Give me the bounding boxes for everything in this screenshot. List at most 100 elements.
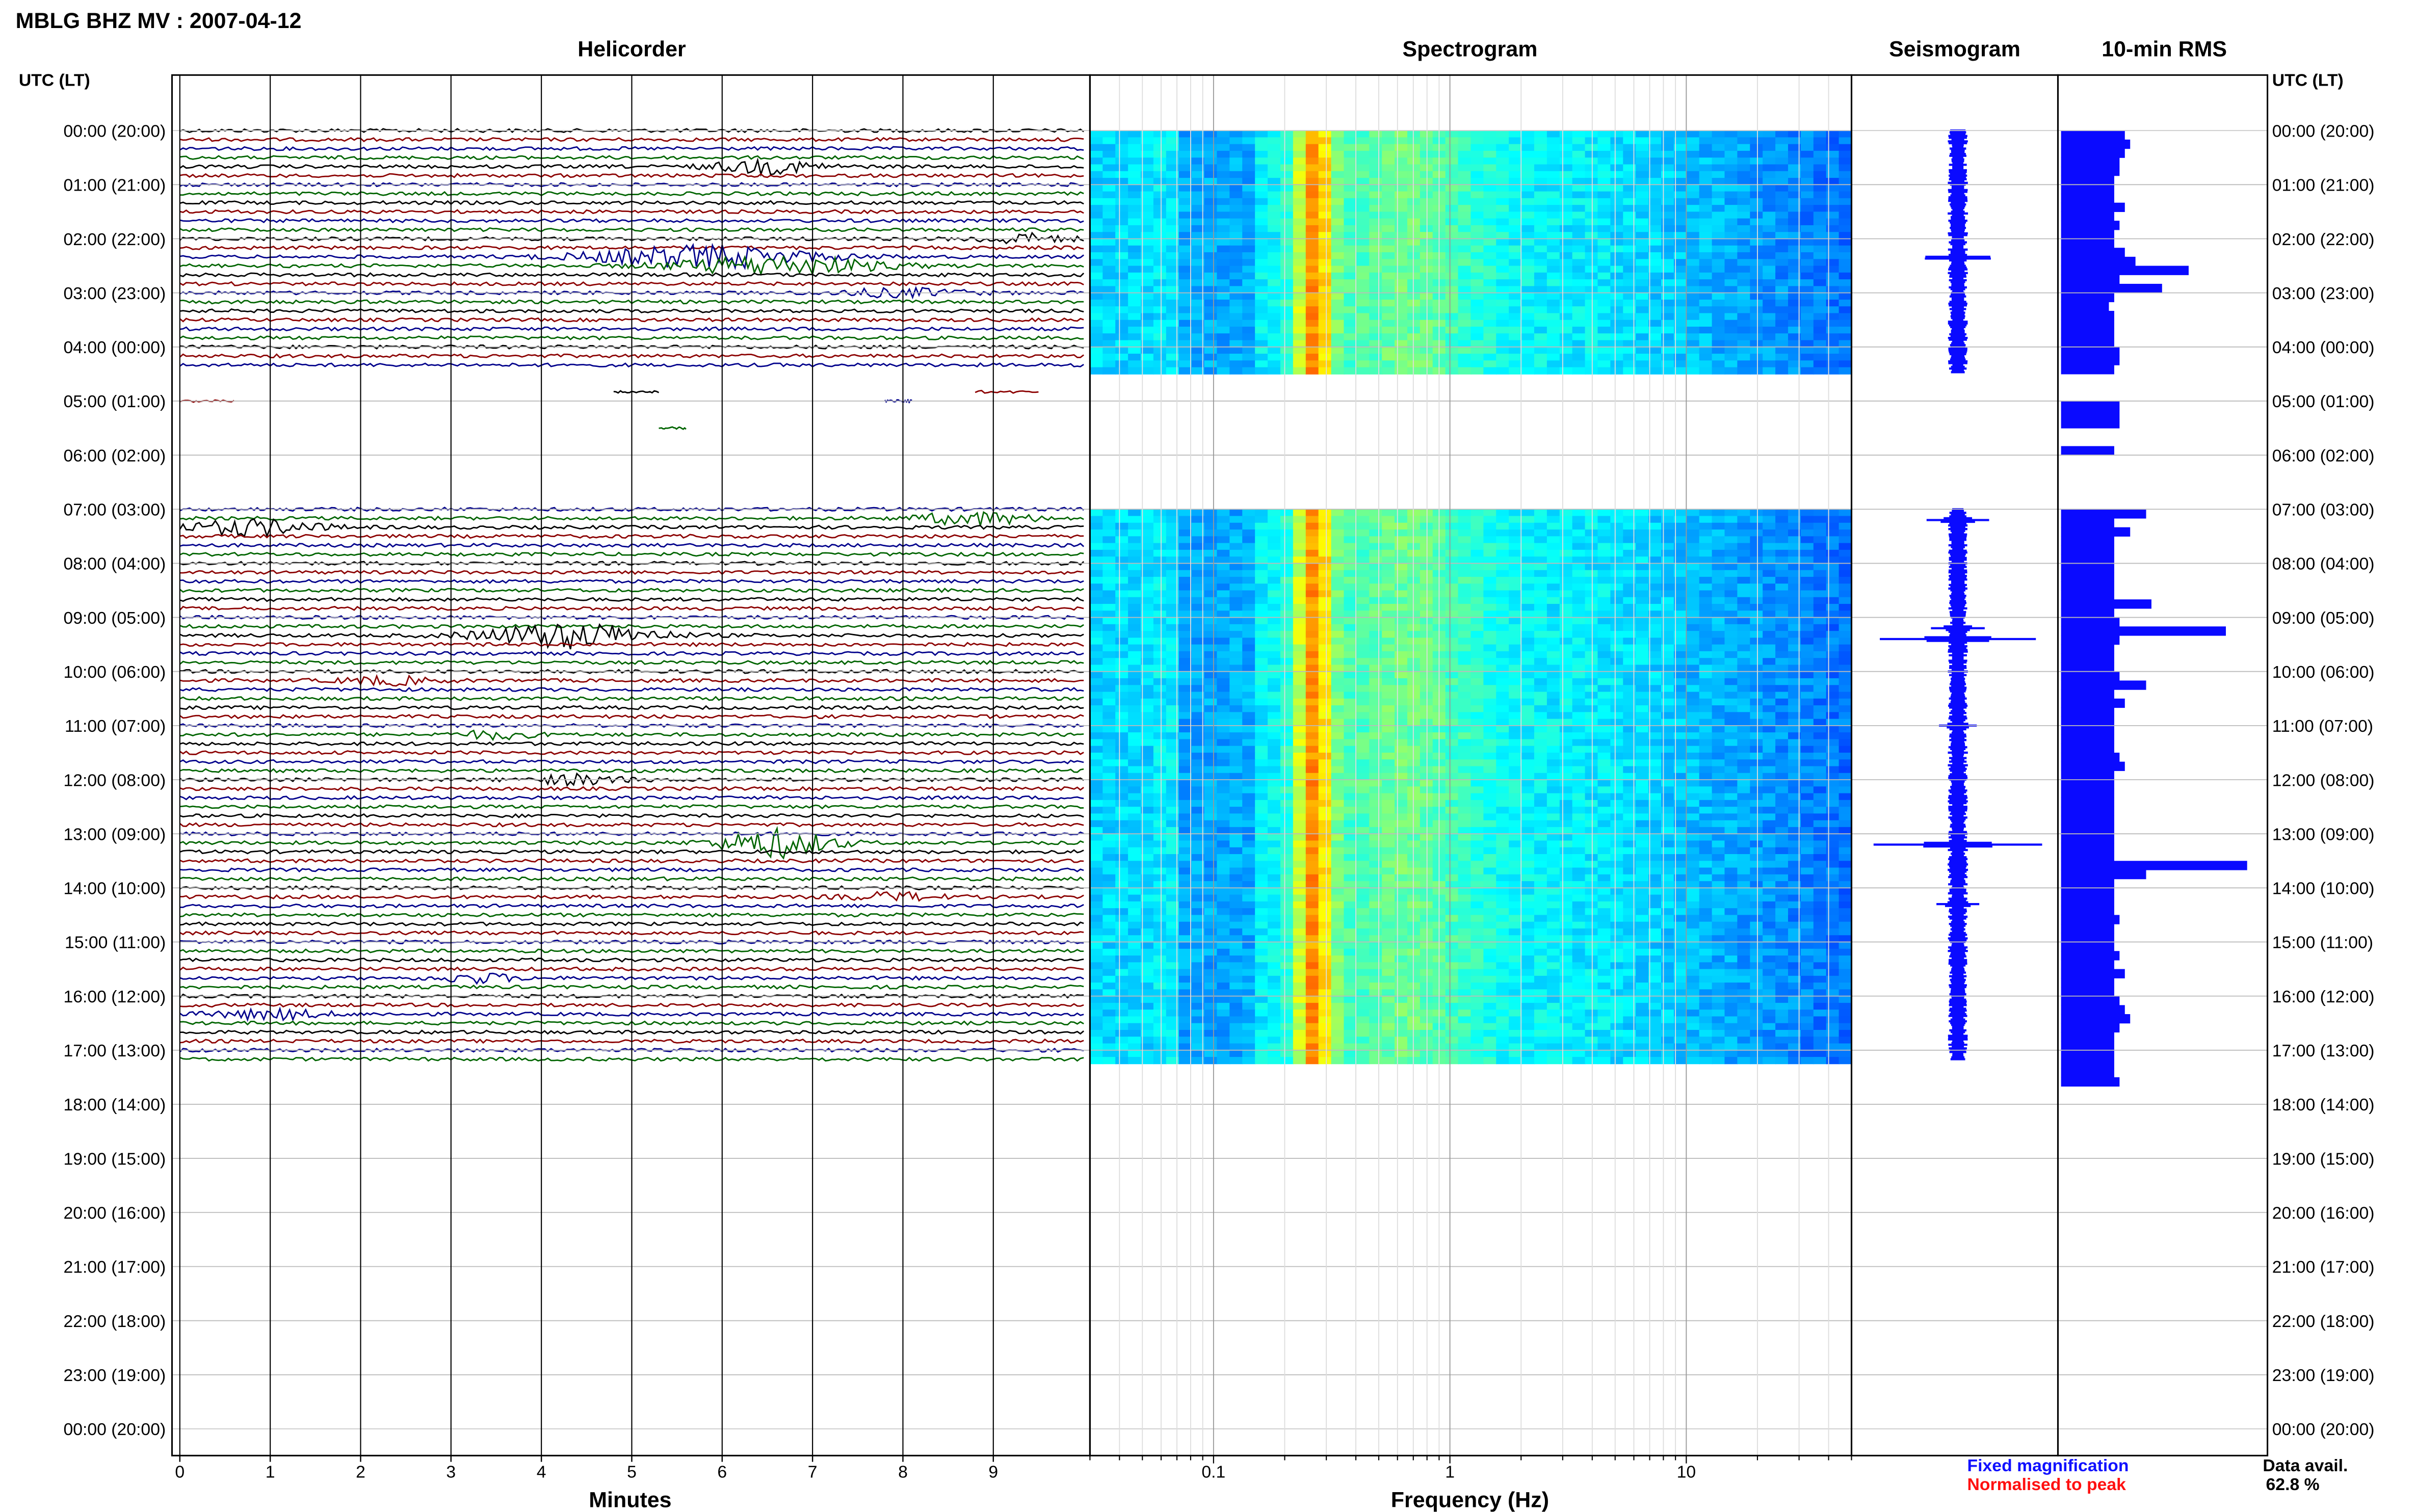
spectrogram-cell bbox=[1737, 293, 1751, 300]
spectrogram-cell bbox=[1521, 611, 1535, 618]
spectrogram-cell bbox=[1775, 712, 1789, 720]
spectrogram-cell bbox=[1813, 671, 1827, 679]
spectrogram-cell bbox=[1395, 549, 1408, 558]
spectrogram-cell bbox=[1534, 259, 1548, 267]
spectrogram-cell bbox=[1356, 313, 1370, 321]
spectrogram-cell bbox=[1344, 759, 1357, 767]
spectrogram-cell bbox=[1470, 807, 1484, 814]
spectrogram-cell bbox=[1458, 617, 1472, 625]
spectrogram-cell bbox=[1483, 198, 1497, 206]
spectrogram-cell bbox=[1496, 286, 1510, 294]
spectrogram-cell bbox=[1445, 604, 1459, 612]
spectrogram-cell bbox=[1395, 773, 1408, 780]
spectrogram-cell bbox=[1813, 692, 1827, 699]
spectrogram-cell bbox=[1712, 184, 1725, 192]
spectrogram-cell bbox=[1636, 583, 1649, 591]
spectrogram-cell bbox=[1128, 509, 1142, 517]
spectrogram-cell bbox=[1255, 712, 1269, 720]
spectrogram-cell bbox=[1395, 611, 1408, 618]
spectrogram-cell bbox=[1407, 590, 1421, 598]
spectrogram-cell bbox=[1242, 252, 1256, 260]
spectrogram-cell bbox=[1661, 205, 1675, 213]
spectrogram-cell bbox=[1686, 266, 1700, 273]
spectrogram-cell bbox=[1686, 232, 1700, 240]
spectrogram-cell bbox=[1344, 705, 1357, 713]
spectrogram-cell bbox=[1115, 773, 1129, 780]
spectrogram-cell bbox=[1268, 354, 1281, 361]
spectrogram-cell bbox=[1699, 570, 1713, 577]
spectrogram-cell bbox=[1217, 347, 1230, 354]
spectrogram-cell bbox=[1775, 279, 1789, 287]
spectrogram-cell bbox=[1763, 624, 1776, 632]
spectrogram-cell bbox=[1217, 522, 1230, 530]
spectrogram-cell bbox=[1178, 150, 1192, 158]
spectrogram-cell bbox=[1470, 773, 1484, 780]
spectrogram-cell bbox=[1280, 198, 1294, 206]
spectrogram-cell bbox=[1636, 150, 1649, 158]
spectrogram-cell bbox=[1217, 732, 1230, 740]
spectrogram-cell bbox=[1597, 698, 1611, 706]
spectrogram-cell bbox=[1204, 232, 1218, 240]
spectrogram-cell bbox=[1255, 800, 1269, 808]
spectrogram-cell bbox=[1636, 218, 1649, 226]
spectrogram-cell bbox=[1356, 164, 1370, 172]
spectrogram-cell bbox=[1534, 549, 1548, 558]
spectrogram-cell bbox=[1166, 590, 1179, 598]
spectrogram-cell bbox=[1204, 259, 1218, 267]
spectrogram-cell bbox=[1293, 266, 1306, 273]
spectrogram-cell bbox=[1141, 516, 1154, 523]
spectrogram-cell bbox=[1597, 178, 1611, 185]
spectrogram-cell bbox=[1686, 807, 1700, 814]
spectrogram-cell bbox=[1356, 780, 1370, 787]
spectrogram-cell bbox=[1559, 293, 1573, 300]
spectrogram-cell bbox=[1483, 556, 1497, 564]
spectrogram-cell bbox=[1242, 266, 1256, 273]
spectrogram-cell bbox=[1597, 685, 1611, 693]
spectrogram-cell bbox=[1496, 638, 1510, 645]
spectrogram-cell bbox=[1268, 793, 1281, 801]
spectrogram-cell bbox=[1204, 252, 1218, 260]
spectrogram-cell bbox=[1090, 597, 1104, 604]
spectrogram-cell bbox=[1293, 739, 1306, 747]
spectrogram-cell bbox=[1293, 293, 1306, 300]
spectrogram-cell bbox=[1661, 692, 1675, 699]
spectrogram-cell bbox=[1178, 286, 1192, 294]
spectrogram-cell bbox=[1661, 651, 1675, 659]
spectrogram-cell bbox=[1344, 211, 1357, 219]
spectrogram-cell bbox=[1115, 732, 1129, 740]
spectrogram-cell bbox=[1090, 658, 1104, 666]
spectrogram-cell bbox=[1724, 604, 1738, 612]
spectrogram-cell bbox=[1331, 705, 1345, 713]
spectrogram-cell bbox=[1813, 211, 1827, 219]
spectrogram-cell bbox=[1102, 563, 1116, 571]
spectrogram-cell bbox=[1356, 299, 1370, 307]
spectrogram-cell bbox=[1102, 807, 1116, 814]
spectrogram-cell bbox=[1356, 326, 1370, 334]
spectrogram-cell bbox=[1242, 184, 1256, 192]
spectrogram-cell bbox=[1661, 719, 1675, 726]
spectrogram-cell bbox=[1128, 333, 1142, 341]
spectrogram-cell bbox=[1318, 354, 1332, 361]
spectrogram-cell bbox=[1483, 766, 1497, 774]
spectrogram-cell bbox=[1737, 624, 1751, 632]
spectrogram-cell bbox=[1331, 347, 1345, 354]
spectrogram-cell bbox=[1204, 198, 1218, 206]
spectrogram-cell bbox=[1788, 238, 1802, 246]
spectrogram-cell bbox=[1153, 638, 1167, 645]
spectrogram-cell bbox=[1763, 692, 1776, 699]
spectrogram-cell bbox=[1636, 705, 1649, 713]
spectrogram-cell bbox=[1268, 631, 1281, 639]
spectrogram-cell bbox=[1255, 624, 1269, 632]
spectrogram-cell bbox=[1597, 245, 1611, 253]
spectrogram-cell bbox=[1686, 340, 1700, 348]
spectrogram-cell bbox=[1470, 150, 1484, 158]
spectrogram-cell bbox=[1305, 725, 1319, 733]
spectrogram-cell bbox=[1293, 198, 1306, 206]
spectrogram-cell bbox=[1445, 739, 1459, 747]
spectrogram-cell bbox=[1331, 773, 1345, 780]
spectrogram-cell bbox=[1344, 644, 1357, 652]
spectrogram-cell bbox=[1217, 299, 1230, 307]
spectrogram-cell bbox=[1636, 347, 1649, 354]
spectrogram-cell bbox=[1153, 286, 1167, 294]
spectrogram-cell bbox=[1737, 306, 1751, 314]
